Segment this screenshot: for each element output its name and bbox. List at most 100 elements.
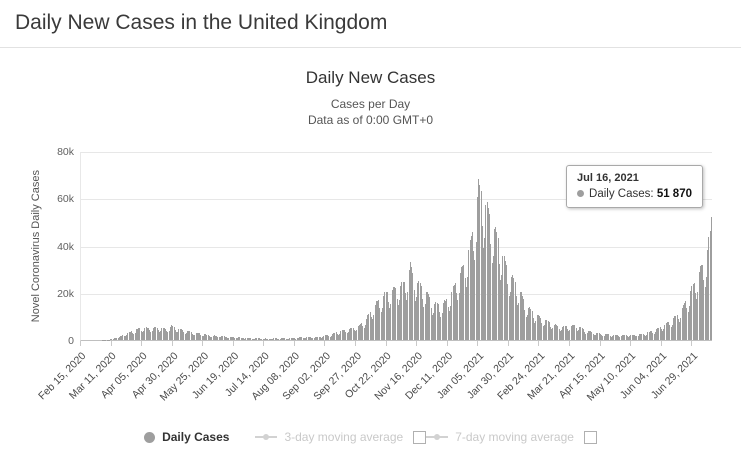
bar[interactable] <box>469 239 471 340</box>
bar[interactable] <box>249 337 250 340</box>
bar[interactable] <box>246 337 248 340</box>
bar[interactable] <box>685 301 687 340</box>
bar[interactable] <box>710 217 712 340</box>
bar[interactable] <box>408 270 410 340</box>
bar[interactable] <box>313 337 315 340</box>
bar[interactable] <box>666 322 668 340</box>
7day-average-checkbox[interactable] <box>583 430 597 444</box>
bar[interactable] <box>116 338 118 340</box>
bar[interactable] <box>649 331 651 340</box>
bar[interactable] <box>244 338 246 340</box>
bar[interactable] <box>519 291 521 340</box>
bar[interactable] <box>323 335 325 340</box>
bar[interactable] <box>285 338 287 340</box>
bar[interactable] <box>199 333 201 340</box>
bar[interactable] <box>467 276 469 340</box>
bar[interactable] <box>441 313 443 340</box>
bar[interactable] <box>206 334 208 340</box>
bar[interactable] <box>262 338 264 340</box>
bar[interactable] <box>353 330 355 340</box>
bar[interactable] <box>118 336 120 340</box>
bar[interactable] <box>506 265 507 340</box>
bar[interactable] <box>341 330 343 340</box>
bar[interactable] <box>470 235 472 340</box>
bar[interactable] <box>482 247 484 340</box>
bar[interactable] <box>261 339 263 340</box>
bar[interactable] <box>614 334 616 340</box>
bar[interactable] <box>202 335 204 340</box>
bar[interactable] <box>699 265 701 340</box>
bar[interactable] <box>174 330 176 340</box>
bar[interactable] <box>662 330 663 340</box>
bar[interactable] <box>587 330 589 340</box>
bar[interactable] <box>616 334 618 340</box>
bar[interactable] <box>481 226 483 340</box>
bar[interactable] <box>317 336 319 340</box>
bar[interactable] <box>659 327 661 340</box>
bar[interactable] <box>295 338 297 340</box>
bar[interactable] <box>539 316 540 340</box>
bar[interactable] <box>660 329 662 340</box>
bar[interactable] <box>291 337 293 340</box>
bar[interactable] <box>436 302 438 340</box>
bar[interactable] <box>547 321 549 340</box>
bar[interactable] <box>429 297 431 340</box>
bar[interactable] <box>697 292 699 340</box>
bar[interactable] <box>247 337 249 340</box>
bar[interactable] <box>599 333 601 340</box>
bar[interactable] <box>646 334 648 340</box>
bar[interactable] <box>567 329 568 340</box>
bar[interactable] <box>624 334 626 340</box>
bar[interactable] <box>369 312 371 340</box>
bar[interactable] <box>256 338 258 340</box>
bar[interactable] <box>608 334 610 340</box>
bar[interactable] <box>325 335 327 340</box>
bar[interactable] <box>397 305 399 340</box>
bar[interactable] <box>523 299 525 340</box>
bar[interactable] <box>647 332 649 340</box>
bar[interactable] <box>302 338 304 340</box>
bar[interactable] <box>348 328 350 340</box>
bar[interactable] <box>161 328 163 340</box>
bar[interactable] <box>396 298 398 340</box>
bar[interactable] <box>535 321 537 340</box>
bar[interactable] <box>239 337 241 340</box>
bar[interactable] <box>422 298 423 340</box>
bar[interactable] <box>415 297 417 340</box>
bar[interactable] <box>675 315 677 340</box>
bar[interactable] <box>264 338 266 340</box>
bar[interactable] <box>637 335 639 340</box>
bar[interactable] <box>431 314 433 340</box>
bar[interactable] <box>671 324 673 340</box>
bar[interactable] <box>208 336 210 340</box>
bar[interactable] <box>327 335 328 340</box>
bar[interactable] <box>155 327 157 340</box>
bar[interactable] <box>668 321 670 340</box>
bar[interactable] <box>430 308 432 340</box>
bar[interactable] <box>387 301 389 340</box>
bar[interactable] <box>663 329 665 340</box>
bar[interactable] <box>551 329 553 340</box>
bar[interactable] <box>179 328 181 340</box>
bar[interactable] <box>189 331 191 340</box>
bar[interactable] <box>453 284 455 340</box>
bar[interactable] <box>331 333 333 340</box>
bar[interactable] <box>191 333 193 340</box>
bar[interactable] <box>268 338 270 340</box>
bar[interactable] <box>419 283 421 340</box>
bar[interactable] <box>563 326 565 340</box>
bar[interactable] <box>361 323 363 340</box>
bar[interactable] <box>167 332 169 340</box>
bar[interactable] <box>134 332 136 340</box>
bar[interactable] <box>465 286 467 340</box>
bar[interactable] <box>314 336 316 340</box>
bar[interactable] <box>503 256 505 340</box>
bar[interactable] <box>127 332 129 340</box>
bar[interactable] <box>320 337 322 340</box>
bar[interactable] <box>163 328 165 340</box>
bar[interactable] <box>380 312 382 340</box>
bar[interactable] <box>352 327 354 340</box>
bar[interactable] <box>263 338 265 340</box>
bar[interactable] <box>133 333 135 340</box>
bar[interactable] <box>378 299 380 340</box>
